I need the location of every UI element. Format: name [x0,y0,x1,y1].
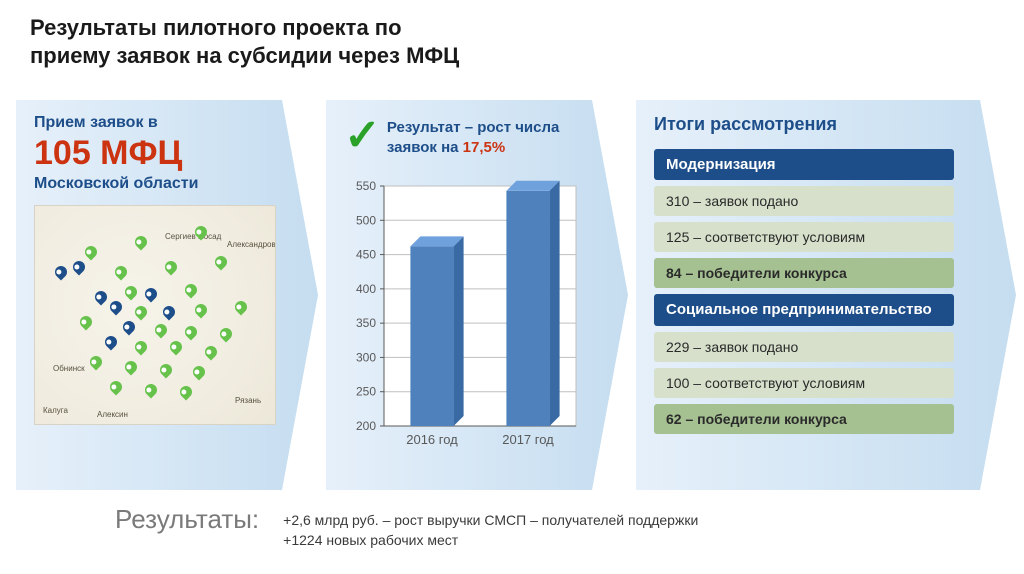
result-text: Результат – рост числа заявок на 17,5% [387,114,588,157]
map-pin-icon [183,324,200,341]
map-pin-icon [103,334,120,351]
svg-text:200: 200 [356,419,376,433]
map-pin-icon [133,234,150,251]
page-title: Результаты пилотного проекта по приему з… [30,14,459,69]
map-pin-icon [123,359,140,376]
map-pin-icon [153,322,170,339]
map-pin-icon [143,286,160,303]
band-head-modernization: Модернизация [654,149,954,180]
map-pin-icon [88,354,105,371]
footer-label: Результаты: [115,504,259,535]
map-pin-icon [143,382,160,399]
map-pin-icon [71,259,88,276]
panel3-title: Итоги рассмотрения [654,114,976,135]
checkmark-icon: ✓ [344,114,381,158]
svg-text:550: 550 [356,179,376,193]
map-pin-icon [193,302,210,319]
map-city-label: Рязань [235,396,261,405]
map-pin-icon [161,304,178,321]
title-line-2: приему заявок на субсидии через МФЦ [30,43,459,68]
map-pin-icon [123,284,140,301]
band-row: 310 – заявок подано [654,186,954,216]
band-row-winners: 62 – победители конкурса [654,404,954,434]
map-pin-icon [218,326,235,343]
panel-result: ✓ Результат – рост числа заявок на 17,5%… [326,100,628,490]
map-pin-icon [53,264,70,281]
map-pin-icon [93,289,110,306]
map-pin-icon [133,339,150,356]
map-pin-icon [83,244,100,261]
map-pin-icon [233,299,250,316]
map-city-label: Александров [227,240,276,249]
bar-chart-svg: 200 250 300 350 400 450 500 550 2016 год 2017 год [344,176,586,456]
band-row: 229 – заявок подано [654,332,954,362]
map-pin-icon [183,282,200,299]
result-highlight: 17,5% [463,139,506,156]
panel1-line1: Прием заявок в [34,114,278,132]
map-pin-icon [191,364,208,381]
panel1-line3: Московской области [34,175,278,193]
title-line-1: Результаты пилотного проекта по [30,15,402,40]
svg-text:400: 400 [356,282,376,296]
growth-chart: 200 250 300 350 400 450 500 550 2016 год 2017 год [344,176,586,456]
panel-intake: Прием заявок в 105 МФЦ Московской област… [16,100,318,490]
map-pin-icon [113,264,130,281]
svg-text:350: 350 [356,316,376,330]
map-pin-icon [78,314,95,331]
footer: Результаты: +2,6 млрд руб. – рост выручк… [115,504,698,551]
panel1-line2: 105 МФЦ [34,134,278,173]
map-pin-icon [163,259,180,276]
map-pin-icon [178,384,195,401]
svg-text:500: 500 [356,213,376,227]
band-row: 100 – соответствуют условиям [654,368,954,398]
svg-text:300: 300 [356,350,376,364]
svg-text:2016 год: 2016 год [406,432,458,447]
map-pin-icon [133,304,150,321]
svg-text:2017 год: 2017 год [502,432,554,447]
footer-line-1: +2,6 млрд руб. – рост выручки СМСП – пол… [283,510,698,530]
band-row: 125 – соответствуют условиям [654,222,954,252]
panel-outcomes: Итоги рассмотрения Модернизация 310 – за… [636,100,1016,490]
map-pin-icon [121,319,138,336]
map-pin-icon [203,344,220,361]
map-city-label: Алексин [97,410,128,419]
svg-text:450: 450 [356,248,376,262]
map-city-label: Сергиев Посад [165,232,221,241]
map-pin-icon [158,362,175,379]
band-row-winners: 84 – победители конкурса [654,258,954,288]
map-pin-icon [108,379,125,396]
map-city-label: Обнинск [53,364,85,373]
svg-text:250: 250 [356,385,376,399]
map-pin-icon [108,299,125,316]
band-head-social: Социальное предпринимательство [654,294,954,326]
region-map: Сергиев Посад Александров Обнинск Калуга… [34,205,276,425]
footer-lines: +2,6 млрд руб. – рост выручки СМСП – пол… [283,504,698,551]
map-pin-icon [213,254,230,271]
map-pin-icon [168,339,185,356]
footer-line-2: +1224 новых рабочих мест [283,530,698,550]
map-city-label: Калуга [43,406,68,415]
